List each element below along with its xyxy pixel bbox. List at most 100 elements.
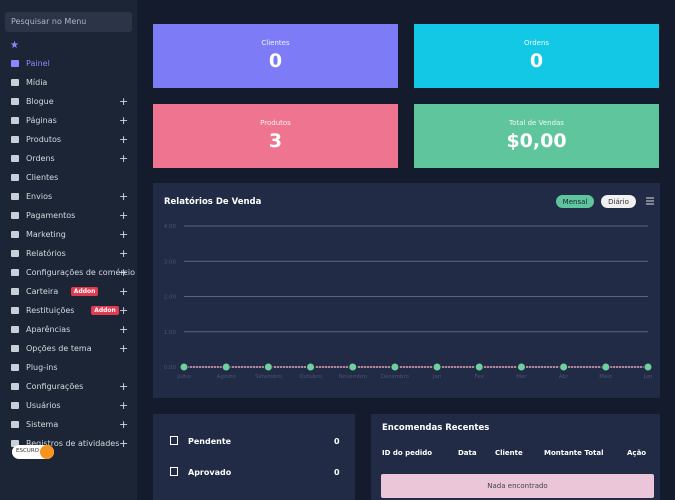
- menu-item[interactable]: Páginas +: [0, 111, 137, 130]
- period-toggle[interactable]: [556, 195, 594, 208]
- menu-icon: [11, 174, 19, 181]
- y-tick-label: 2.00: [164, 295, 177, 301]
- data-point: [643, 362, 653, 372]
- menu-icon: [11, 250, 19, 257]
- menu-item[interactable]: Usuários +: [0, 396, 137, 415]
- menu-item[interactable]: Registros de atividades +: [0, 434, 137, 453]
- x-tick-label: Setembro: [255, 374, 282, 380]
- y-tick-label: 4.00: [164, 224, 177, 230]
- menu-icon: [11, 364, 19, 371]
- menu-icon: [11, 79, 19, 86]
- menu-label: Blogue: [26, 97, 54, 106]
- stat-label: Produtos: [260, 119, 291, 127]
- empty-message: Nada encontrado: [381, 474, 654, 498]
- chart-panel: Relatórios De Venda Mensal Diário 0.00 1.00 2…: [153, 183, 660, 398]
- data-point: [390, 362, 400, 372]
- menu-icon: [11, 421, 19, 428]
- expand-icon: +: [119, 190, 129, 203]
- column-header: Data: [458, 449, 477, 457]
- expand-icon: +: [119, 228, 129, 241]
- x-tick-label: Agosto: [217, 374, 237, 380]
- menu-item[interactable]: Blogue +: [0, 92, 137, 111]
- column-header: ID do pedido: [382, 449, 433, 457]
- data-point: [348, 362, 358, 372]
- sidebar: Pesquisar no Menu ★ Painel Mídia Blogue + Pá…: [0, 0, 137, 500]
- menu-icon: [11, 212, 19, 219]
- menu-item[interactable]: Configurações +: [0, 377, 137, 396]
- menu-label: Marketing: [26, 230, 66, 239]
- menu-item[interactable]: Sistema +: [0, 415, 137, 434]
- x-tick-label: Mar: [516, 374, 527, 380]
- menu-icon: [11, 326, 19, 333]
- stat-card: Total de Vendas $0,00: [414, 104, 659, 168]
- menu-label: Configurações: [26, 382, 84, 391]
- data-point: [179, 362, 189, 372]
- menu-icon: [11, 60, 19, 67]
- menu-item[interactable]: Clientes: [0, 168, 137, 187]
- menu-label: Páginas: [26, 116, 57, 125]
- menu-item[interactable]: Plug-ins: [0, 358, 137, 377]
- menu-label: Registros de atividades: [26, 439, 120, 448]
- menu-item[interactable]: Relatórios +: [0, 244, 137, 263]
- menu-label: Envios: [26, 192, 53, 201]
- menu-item[interactable]: Envios +: [0, 187, 137, 206]
- menu-icon: [11, 307, 19, 314]
- menu-icon: [11, 155, 19, 162]
- menu-label: Pagamentos: [26, 211, 76, 220]
- menu-item[interactable]: Painel: [0, 54, 137, 73]
- status-label: Pendente: [188, 437, 232, 446]
- data-point: [221, 362, 231, 372]
- x-tick-label: Outubro: [299, 374, 322, 380]
- theme-label: ESCURO: [16, 448, 39, 454]
- menu-label: Carteira: [26, 287, 59, 296]
- stat-label: Total de Vendas: [509, 119, 564, 127]
- menu-label: Mídia: [26, 78, 48, 87]
- data-point: [559, 362, 569, 372]
- menu-label: Aparências: [26, 325, 71, 334]
- expand-icon: +: [119, 114, 129, 127]
- pin-icon: ★: [10, 40, 19, 51]
- x-tick-label: Dezembro: [381, 374, 410, 380]
- status-label: Aprovado: [188, 468, 232, 477]
- data-point: [474, 362, 484, 372]
- expand-icon: +: [119, 133, 129, 146]
- y-tick-label: 0.00: [164, 365, 177, 371]
- menu-label: Restituições: [26, 306, 75, 315]
- menu-item[interactable]: Configurações de comércio +: [0, 263, 137, 282]
- expand-icon: +: [119, 437, 129, 450]
- x-tick-label: Jan: [432, 374, 442, 380]
- menu-item[interactable]: Opções de tema +: [0, 339, 137, 358]
- menu-label: Plug-ins: [26, 363, 58, 372]
- stat-value: $0,00: [506, 130, 567, 152]
- menu-icon: [11, 98, 19, 105]
- menu-icon: [11, 193, 19, 200]
- menu-item[interactable]: Pagamentos +: [0, 206, 137, 225]
- menu-item[interactable]: Mídia: [0, 73, 137, 92]
- menu-icon: [11, 383, 19, 390]
- data-point: [306, 362, 316, 372]
- menu-item[interactable]: Marketing +: [0, 225, 137, 244]
- menu-item[interactable]: Produtos +: [0, 130, 137, 149]
- theme-toggle[interactable]: ESCURO: [12, 445, 54, 459]
- status-icon: [170, 436, 178, 445]
- expand-icon: +: [119, 399, 129, 412]
- stat-card: Produtos 3: [153, 104, 398, 168]
- stat-label: Clientes: [261, 39, 290, 47]
- y-tick-label: 1.00: [164, 330, 177, 336]
- x-tick-label: Abr: [559, 374, 569, 380]
- stat-label: Ordens: [523, 39, 550, 47]
- x-tick-label: Novembro: [338, 374, 367, 380]
- expand-icon: +: [119, 380, 129, 393]
- menu-icon: [11, 288, 19, 295]
- menu-label: Sistema: [26, 420, 59, 429]
- menu-item[interactable]: Aparências +: [0, 320, 137, 339]
- search-input[interactable]: Pesquisar no Menu: [5, 12, 132, 32]
- period-toggle[interactable]: [601, 195, 636, 208]
- menu-item[interactable]: Restituições Addon +: [0, 301, 137, 320]
- y-tick-label: 3.00: [164, 259, 177, 265]
- menu-label: Produtos: [26, 135, 62, 144]
- column-header: Ação: [627, 449, 647, 457]
- menu-item[interactable]: Carteira Addon +: [0, 282, 137, 301]
- menu-item[interactable]: Ordens +: [0, 149, 137, 168]
- menu-icon: [11, 345, 19, 352]
